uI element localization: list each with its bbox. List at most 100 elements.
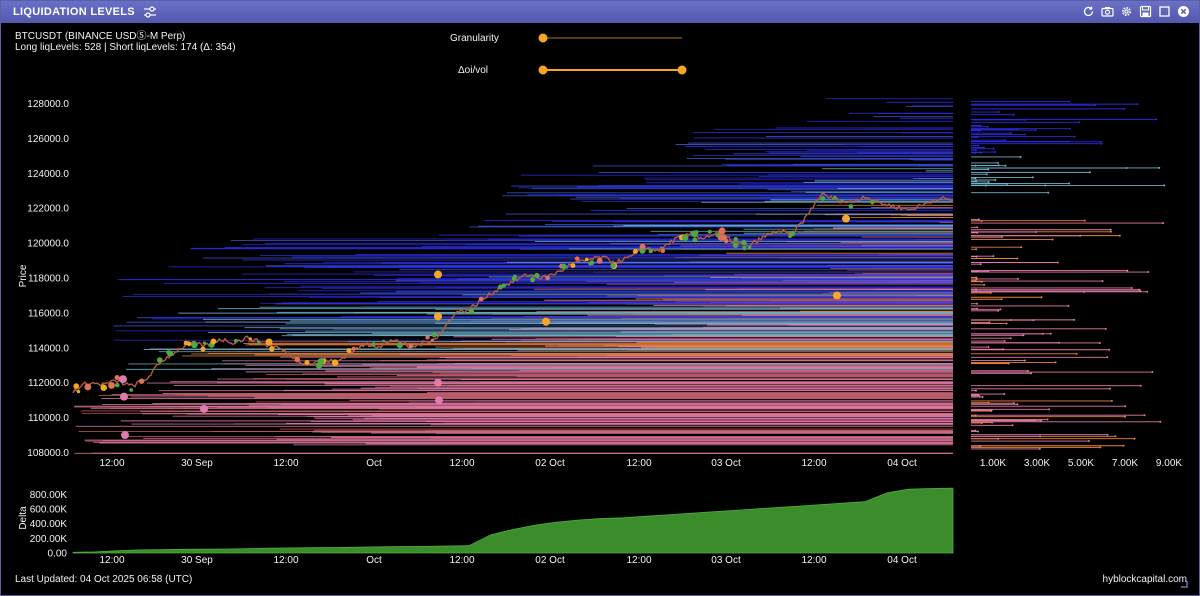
histogram-bar-tip	[986, 125, 989, 128]
liq-marker	[639, 243, 646, 250]
liq-marker	[100, 384, 107, 391]
price-y-tick: 118000.0	[28, 273, 69, 284]
histogram-bar-tip	[977, 270, 980, 273]
liq-marker	[265, 338, 273, 346]
histogram-bar-tip	[1100, 142, 1103, 145]
histogram-bar-tip	[1151, 371, 1154, 374]
liq-marker	[431, 332, 437, 338]
liq-marker	[73, 383, 80, 389]
liq-marker	[840, 198, 844, 202]
liq-marker-large	[121, 431, 129, 440]
oivol-slider-knob-min[interactable]	[538, 65, 548, 75]
histogram-bar-tip	[1143, 414, 1146, 417]
histogram-bar-tip	[1075, 352, 1078, 355]
histogram-bar-tip	[982, 146, 985, 149]
delta-x-axis: 12:00 30 Sep 12:00 Oct 12:00 02 Oct 12:00 03 Oc…	[99, 555, 916, 566]
liq-marker	[511, 276, 517, 281]
liq-marker	[408, 343, 414, 349]
histogram-bar-tip	[1040, 296, 1043, 299]
liq-marker	[138, 378, 145, 384]
close-icon[interactable]	[1176, 4, 1191, 19]
liq-marker	[848, 204, 854, 209]
histogram-bar-tip	[979, 124, 982, 127]
liq-marker	[747, 245, 752, 249]
histogram-bar-tip	[1098, 341, 1101, 344]
histogram-bar-tip	[975, 278, 978, 281]
liq-marker	[639, 248, 646, 254]
liq-marker	[596, 257, 603, 264]
liq-marker	[294, 356, 301, 363]
histogram-bar-tip	[997, 164, 1000, 167]
fullscreen-icon[interactable]	[1157, 4, 1172, 19]
liq-marker	[351, 346, 356, 351]
histogram-bar-tip	[990, 409, 993, 412]
granularity-slider-knob[interactable]	[538, 33, 548, 43]
liq-marker-large	[119, 375, 127, 384]
delta-axis-label: Delta	[18, 506, 29, 530]
price-x-tick: 03 Oct	[711, 458, 741, 469]
histogram-bar-tip	[1067, 140, 1070, 143]
liq-marker	[561, 263, 567, 270]
liq-marker	[84, 383, 92, 391]
granularity-slider[interactable]	[538, 33, 683, 43]
delta-x-tick: 03 Oct	[711, 555, 741, 566]
price-x-tick: 12:00	[273, 458, 298, 469]
liq-levels-summary: Long liqLevels: 528 | Short liqLevels: 1…	[15, 42, 236, 53]
tune-icon[interactable]	[143, 5, 157, 19]
liq-marker	[497, 284, 503, 290]
histogram-bar-tip	[987, 168, 990, 171]
histogram-bar-tip	[1004, 164, 1007, 167]
histogram-bar-tip	[1106, 433, 1109, 436]
histogram-bar-tip	[1051, 238, 1054, 241]
histogram-bar-tip	[1083, 219, 1086, 222]
histogram-bar-tip	[980, 219, 983, 222]
histogram-bar-tip	[987, 401, 990, 404]
liq-marker	[545, 275, 550, 281]
price-x-tick: 12:00	[801, 458, 826, 469]
gear-icon[interactable]	[1119, 4, 1134, 19]
histogram-bar-tip	[1057, 341, 1060, 344]
liq-marker	[208, 341, 215, 348]
histogram-bar-tip	[1099, 140, 1102, 143]
histogram-bar-tip	[975, 135, 978, 138]
histogram-bar-tip	[974, 149, 977, 152]
liq-marker	[248, 337, 252, 341]
camera-icon[interactable]	[1100, 4, 1115, 19]
save-icon[interactable]	[1138, 4, 1153, 19]
brand-link[interactable]: hyblockcapital.com	[1102, 574, 1187, 585]
histogram-bar-tip	[974, 429, 977, 432]
liq-marker	[558, 263, 564, 269]
liq-marker	[648, 248, 654, 254]
oivol-slider[interactable]	[538, 65, 687, 75]
liq-marker	[108, 381, 116, 389]
histogram-bar-tip	[975, 288, 978, 291]
liq-marker	[570, 263, 576, 269]
histogram-bar-tip	[1009, 337, 1012, 340]
histogram-bar-tip	[1125, 167, 1128, 170]
histogram-bar-tip	[1109, 228, 1112, 231]
liq-marker-large	[833, 291, 841, 300]
histogram-bar-tip	[975, 276, 978, 279]
histogram-bar-tip	[1083, 290, 1086, 293]
histogram-bar-tip	[1124, 415, 1127, 418]
liq-marker	[610, 262, 618, 270]
histogram-bar-tip	[1118, 234, 1121, 237]
liq-marker	[167, 350, 174, 357]
level-histogram	[963, 93, 1166, 456]
histogram-bar-tip	[1012, 113, 1015, 116]
histogram-bar-tip	[974, 389, 977, 392]
histogram-bar-tip	[1017, 277, 1020, 280]
price-series-line	[72, 192, 954, 394]
histogram-bar-tip	[987, 180, 990, 183]
histogram-bar-tip	[978, 394, 981, 397]
histogram-bar-tip	[1114, 435, 1117, 438]
liq-marker	[820, 195, 826, 201]
refresh-icon[interactable]	[1081, 4, 1096, 19]
liq-marker	[331, 359, 339, 367]
liq-marker	[585, 257, 589, 262]
oivol-label: Δoi/vol	[458, 65, 489, 76]
liq-marker-large	[434, 312, 442, 321]
histogram-bar-tip	[974, 164, 977, 167]
oivol-slider-knob-max[interactable]	[677, 65, 687, 75]
